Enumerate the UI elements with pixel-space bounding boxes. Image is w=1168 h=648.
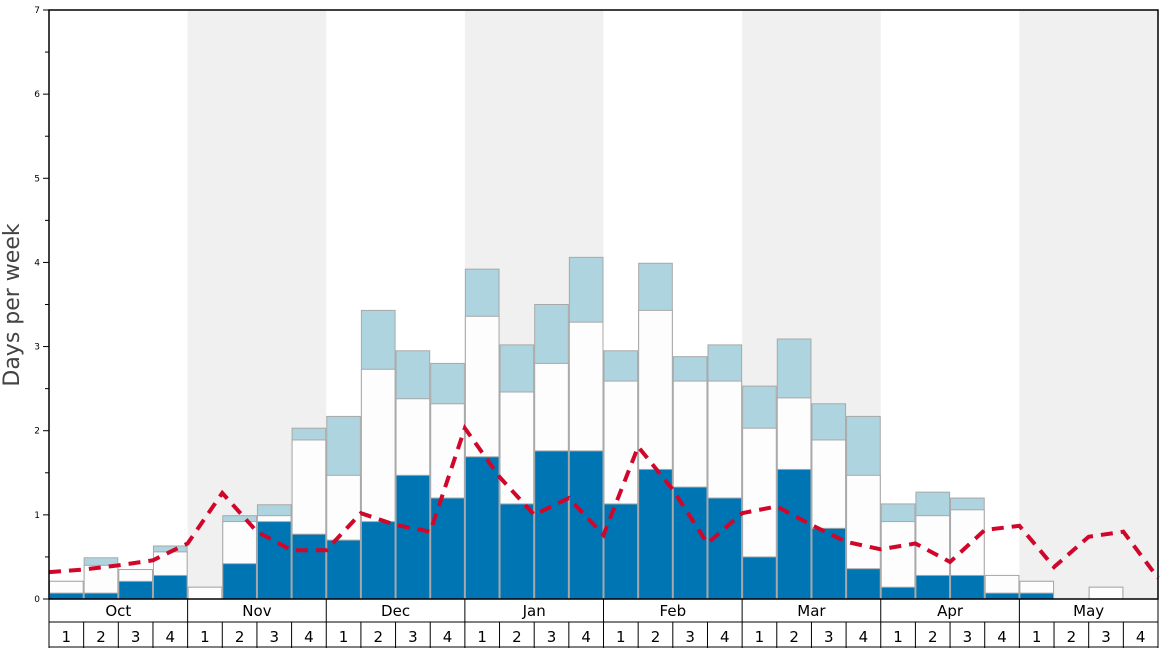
month-label: Dec — [381, 602, 410, 620]
week-label: 2 — [651, 628, 661, 646]
week-label: 4 — [859, 628, 869, 646]
bar-dark-blue — [776, 468, 812, 600]
week-label: 3 — [269, 628, 279, 646]
bar-dark-blue — [742, 556, 777, 600]
y-tick-label: 6 — [34, 90, 40, 100]
average-line — [48, 423, 1160, 580]
bar-dark-blue — [395, 474, 431, 600]
bar-dark-blue — [707, 497, 743, 600]
bar-dark-blue — [83, 592, 119, 600]
month-label: May — [1073, 602, 1104, 620]
week-label: 1 — [339, 628, 349, 646]
bar-dark-blue — [603, 503, 639, 600]
bar-dark-blue — [534, 450, 569, 600]
y-axis-label: Days per week — [0, 223, 25, 386]
week-label: 1 — [755, 628, 765, 646]
month-band-may — [1019, 10, 1158, 599]
bar-white — [187, 586, 223, 600]
week-label: 1 — [1032, 628, 1042, 646]
week-label: 3 — [685, 628, 695, 646]
week-label: 2 — [789, 628, 799, 646]
bar-dark-blue — [1019, 592, 1055, 600]
month-label: Jan — [522, 602, 546, 620]
y-tick-label: 1 — [34, 511, 40, 521]
week-label: 2 — [373, 628, 383, 646]
month-label: Nov — [242, 602, 271, 620]
week-label: 1 — [200, 628, 210, 646]
week-label: 1 — [62, 628, 72, 646]
bar-dark-blue — [880, 586, 916, 600]
week-label: 2 — [928, 628, 938, 646]
y-axis: 0 1 2 3 4 5 6 7 — [34, 6, 49, 605]
bar-dark-blue — [49, 592, 84, 600]
week-label: 2 — [235, 628, 245, 646]
y-tick-label: 7 — [34, 6, 40, 16]
week-label: 4 — [443, 628, 453, 646]
month-label: Feb — [660, 602, 687, 620]
y-tick-label: 3 — [34, 343, 40, 353]
week-label: 3 — [131, 628, 141, 646]
week-label: 3 — [824, 628, 834, 646]
bar-dark-blue — [291, 533, 327, 600]
week-label: 4 — [997, 628, 1007, 646]
y-tick-label: 4 — [34, 258, 40, 268]
bar-dark-blue — [360, 521, 396, 600]
week-label: 2 — [96, 628, 106, 646]
y-tick-label: 0 — [34, 595, 40, 605]
week-label: 4 — [581, 628, 591, 646]
week-label: 3 — [547, 628, 557, 646]
bar-dark-blue — [846, 568, 881, 600]
bar-dark-blue — [118, 580, 153, 600]
average-line-path — [48, 423, 1160, 580]
month-label: Oct — [105, 602, 131, 620]
week-label: 1 — [616, 628, 626, 646]
week-label: 3 — [963, 628, 973, 646]
bar-dark-blue — [638, 468, 673, 600]
month-label: Apr — [937, 602, 964, 620]
week-label: 4 — [1136, 628, 1146, 646]
week-label: 2 — [512, 628, 522, 646]
bar-dark-blue — [984, 592, 1020, 600]
bar-dark-blue — [464, 456, 500, 600]
bar-dark-blue — [568, 450, 604, 600]
bar-dark-blue — [950, 574, 985, 600]
bar-dark-blue — [152, 574, 188, 600]
bar-white — [1088, 586, 1124, 600]
week-label: 4 — [720, 628, 730, 646]
bar-dark-blue — [915, 574, 951, 600]
week-label: 4 — [166, 628, 176, 646]
x-axis: Oct 1 2 3 4 Nov 1 2 3 4 Dec 1 2 3 4 Jan 1 2 3 4 Feb 1 2 3 4 Mar 1 2… — [48, 599, 1159, 648]
month-label: Mar — [797, 602, 826, 620]
bar-dark-blue — [326, 539, 361, 600]
week-label: 1 — [477, 628, 487, 646]
week-label: 2 — [1067, 628, 1077, 646]
bar-dark-blue — [430, 497, 465, 600]
bar-dark-blue — [499, 503, 535, 600]
y-tick-label: 2 — [34, 427, 40, 437]
week-label: 4 — [304, 628, 314, 646]
bar-dark-blue — [672, 486, 708, 600]
week-label: 1 — [893, 628, 903, 646]
week-label: 3 — [1101, 628, 1111, 646]
bar-dark-blue — [222, 563, 257, 600]
week-label: 3 — [408, 628, 418, 646]
y-tick-label: 5 — [34, 174, 40, 184]
